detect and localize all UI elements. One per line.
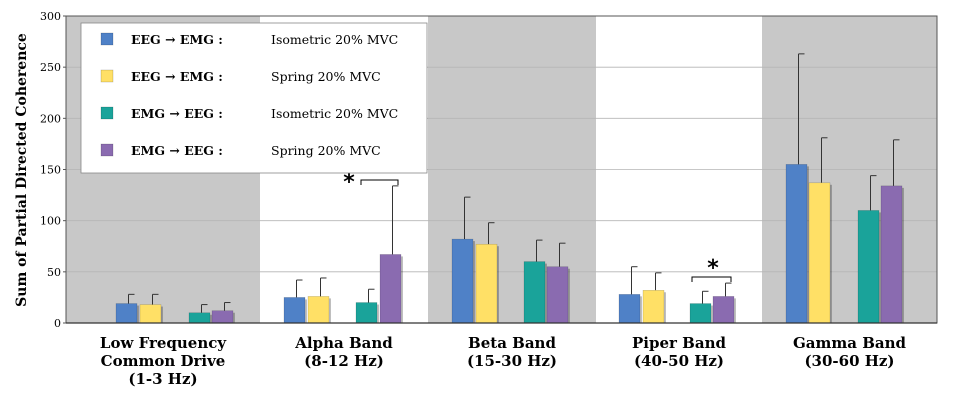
bar: [379, 254, 402, 324]
bar-group: [618, 266, 642, 324]
significance-marker: *: [343, 170, 399, 195]
bar: [618, 294, 641, 324]
bar: [211, 310, 234, 324]
category-label: Alpha Band (8-12 Hz): [294, 334, 393, 370]
bar: [689, 303, 712, 324]
bar: [139, 304, 162, 324]
legend-swatch: [100, 106, 114, 120]
legend-box: [80, 22, 428, 174]
significance-bracket: [360, 179, 399, 185]
bar: [451, 238, 474, 324]
category-labels: Low Frequency Common Drive (1-3 Hz) Alpha B…: [100, 334, 907, 388]
bar-group: [880, 139, 904, 324]
y-tick-label: 100: [40, 215, 61, 228]
legend-condition: Spring 20% MVC: [271, 143, 381, 158]
bar-group: [785, 53, 809, 324]
category-label-line: Common Drive: [101, 352, 226, 370]
category-label-line: (30-60 Hz): [804, 352, 894, 370]
bar-group: [642, 272, 666, 324]
legend-series-name: EMG → EEG :: [131, 143, 223, 158]
category-label: Beta Band (15-30 Hz): [467, 334, 557, 370]
bar: [355, 302, 378, 324]
bar: [808, 182, 831, 324]
bar-group: [808, 137, 832, 324]
bar-group: [546, 242, 570, 324]
y-tick-label: 150: [40, 164, 61, 177]
bar-group: [475, 222, 499, 324]
bar: [283, 297, 306, 324]
bar: [115, 303, 138, 324]
y-tick-label: 50: [47, 266, 61, 279]
bar-group: [523, 239, 547, 324]
bar: [712, 296, 735, 324]
bar: [785, 164, 808, 324]
bar-group: [139, 293, 163, 324]
bar-group: [379, 185, 403, 324]
category-label-line: Alpha Band: [294, 334, 393, 352]
legend-swatch: [100, 143, 114, 157]
legend-entry: EEG → EMG : Spring 20% MVC: [100, 69, 381, 84]
y-tick-label: 200: [40, 112, 61, 125]
bar-group: [689, 290, 713, 324]
y-tick-label: 300: [40, 10, 61, 23]
y-tick-labels: 0 50 100 150 200 250 300: [40, 10, 66, 330]
bar: [475, 243, 498, 324]
category-label-line: Piper Band: [632, 334, 726, 352]
y-tick-label: 250: [40, 61, 61, 74]
legend-series-name: EMG → EEG :: [131, 106, 223, 121]
category-label-line: (40-50 Hz): [634, 352, 724, 370]
y-tick-label: 0: [54, 317, 61, 330]
significance-markers: **: [343, 170, 732, 282]
legend-entry: EEG → EMG : Isometric 20% MVC: [100, 32, 398, 47]
legend-entry: EMG → EEG : Spring 20% MVC: [100, 143, 381, 158]
category-label-line: (8-12 Hz): [304, 352, 384, 370]
legend-swatch: [100, 32, 114, 46]
bar-group: [857, 175, 881, 324]
category-label-line: Low Frequency: [100, 334, 227, 352]
legend-condition: Isometric 20% MVC: [271, 106, 398, 121]
category-label: Low Frequency Common Drive (1-3 Hz): [100, 334, 227, 388]
bar-group: [355, 288, 379, 324]
significance-bracket: [691, 276, 732, 282]
significance-star: *: [343, 170, 355, 195]
legend-entry: EMG → EEG : Isometric 20% MVC: [100, 106, 398, 121]
bar-group: [283, 279, 307, 324]
legend-series-name: EEG → EMG :: [131, 32, 223, 47]
category-label-line: Beta Band: [468, 334, 556, 352]
bars: [115, 53, 904, 324]
y-axis-label: Sum of Partial Directed Coherence: [14, 33, 30, 307]
bar: [523, 261, 546, 324]
bar-group: [307, 277, 331, 324]
category-label-line: (1-3 Hz): [128, 370, 197, 388]
category-label: Piper Band (40-50 Hz): [632, 334, 726, 370]
bar: [307, 296, 330, 324]
bar: [642, 290, 665, 324]
bar: [188, 312, 211, 324]
legend: EEG → EMG : Isometric 20% MVC EEG → EMG : S…: [80, 22, 428, 174]
bar-group: [115, 293, 139, 324]
legend-condition: Isometric 20% MVC: [271, 32, 398, 47]
bar: [857, 210, 880, 324]
category-label-line: Gamma Band: [793, 334, 907, 352]
legend-series-name: EEG → EMG :: [131, 69, 223, 84]
legend-swatch: [100, 69, 114, 83]
bar-group: [451, 196, 475, 324]
bar: [546, 266, 569, 324]
bar: [880, 185, 903, 324]
significance-marker: *: [691, 256, 732, 282]
category-label-line: (15-30 Hz): [467, 352, 557, 370]
category-label: Gamma Band (30-60 Hz): [793, 334, 907, 370]
significance-star: *: [707, 256, 719, 281]
legend-condition: Spring 20% MVC: [271, 69, 381, 84]
